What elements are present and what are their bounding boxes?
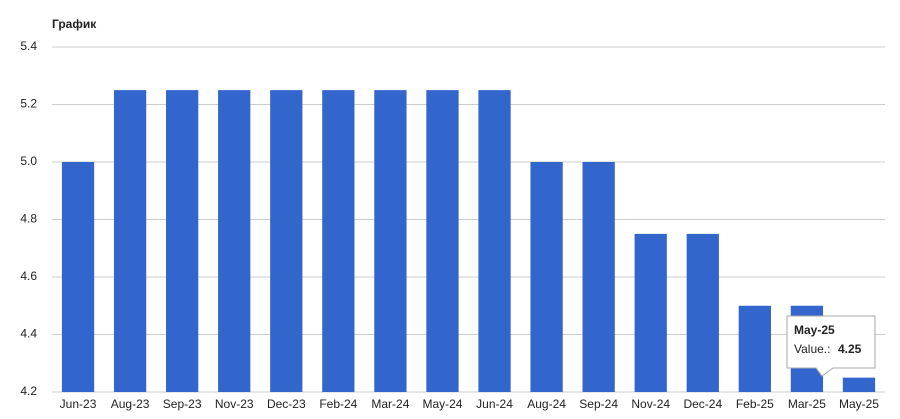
bar (634, 233, 667, 392)
y-tick-label: 4.6 (20, 269, 37, 283)
bar (426, 90, 459, 392)
x-tick-label: Jun-24 (476, 397, 513, 411)
x-tick-label: Dec-24 (683, 397, 722, 411)
x-tick-label: Aug-24 (527, 397, 566, 411)
x-tick-label: Nov-24 (631, 397, 670, 411)
tooltip-value: 4.25 (838, 342, 862, 356)
y-tick-label: 5.4 (20, 39, 37, 53)
tooltip-label: Value.: (794, 342, 830, 356)
labels: 4.2 4.4 4.6 4.8 5.0 5.2 5.4 Jun-23 Aug-23 Sep-23 N… (20, 39, 879, 411)
bars (61, 90, 876, 392)
bar (530, 162, 563, 392)
y-tick-label: 4.4 (20, 327, 37, 341)
x-tick-label: Aug-23 (111, 397, 150, 411)
x-tick-label: May-25 (839, 397, 879, 411)
bar (582, 162, 615, 392)
x-tick-label: Feb-25 (736, 397, 774, 411)
bar (113, 90, 147, 392)
bar (738, 305, 771, 392)
bar (686, 233, 719, 392)
tooltip: May-25 Value.: 4.25 (786, 315, 876, 377)
y-tick-label: 5.2 (20, 97, 37, 111)
x-tick-label: May-24 (422, 397, 462, 411)
x-tick-label: Jun-23 (60, 397, 97, 411)
x-tick-label: Sep-23 (163, 397, 202, 411)
y-tick-label: 4.8 (20, 212, 37, 226)
y-tick-label: 4.2 (20, 384, 37, 398)
bar (322, 90, 355, 392)
bar (270, 90, 303, 392)
chart-title: График (52, 17, 97, 31)
x-tick-label: Dec-23 (267, 397, 306, 411)
tooltip-box (786, 315, 876, 377)
bar (478, 90, 511, 392)
x-tick-label: Mar-24 (371, 397, 409, 411)
y-tick-label: 5.0 (20, 154, 37, 168)
tooltip-title: May-25 (794, 323, 835, 337)
bar (166, 90, 199, 392)
x-tick-label: Nov-23 (215, 397, 254, 411)
bar (218, 90, 251, 392)
bar (61, 162, 95, 392)
x-tick-label: Feb-24 (319, 397, 357, 411)
bar (374, 90, 407, 392)
bar (842, 377, 876, 392)
x-tick-label: Sep-24 (579, 397, 618, 411)
x-tick-label: Mar-25 (788, 397, 826, 411)
